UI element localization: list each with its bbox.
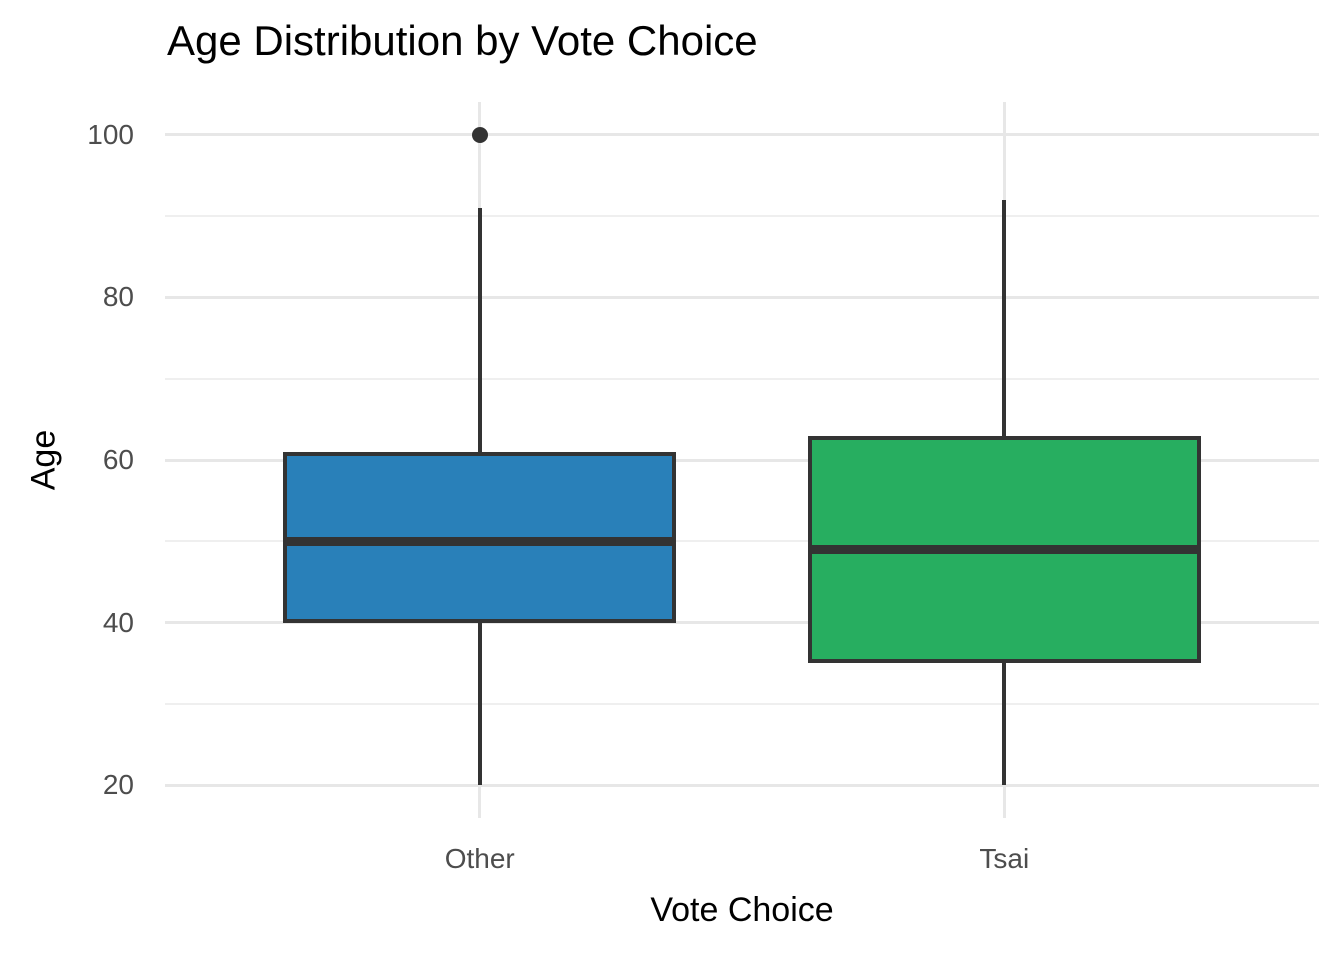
y-tick-label: 40 <box>102 606 134 638</box>
gridline-major <box>165 621 1319 625</box>
gridline-major <box>165 133 1319 137</box>
plot-panel <box>165 102 1319 818</box>
y-tick-label: 80 <box>102 281 134 313</box>
x-tick-label: Tsai <box>979 843 1030 874</box>
gridline-minor <box>165 703 1319 706</box>
gridline-minor <box>165 377 1319 380</box>
y-tick-label: 100 <box>87 118 134 150</box>
outlier-point <box>471 126 488 143</box>
median-line <box>807 545 1201 554</box>
median-line <box>283 536 677 546</box>
x-tick-label: Other <box>444 843 515 874</box>
gridline-major <box>165 458 1319 462</box>
gridline-minor <box>165 540 1319 543</box>
gridline-major <box>165 295 1319 299</box>
y-tick-label: 20 <box>102 769 134 801</box>
gridline-minor <box>165 214 1319 217</box>
gridline-major <box>165 783 1319 787</box>
y-tick-label: 60 <box>102 444 134 475</box>
chart-title: Age Distribution by Vote Choice <box>167 17 758 64</box>
x-axis-title: Vote Choice <box>650 891 834 929</box>
